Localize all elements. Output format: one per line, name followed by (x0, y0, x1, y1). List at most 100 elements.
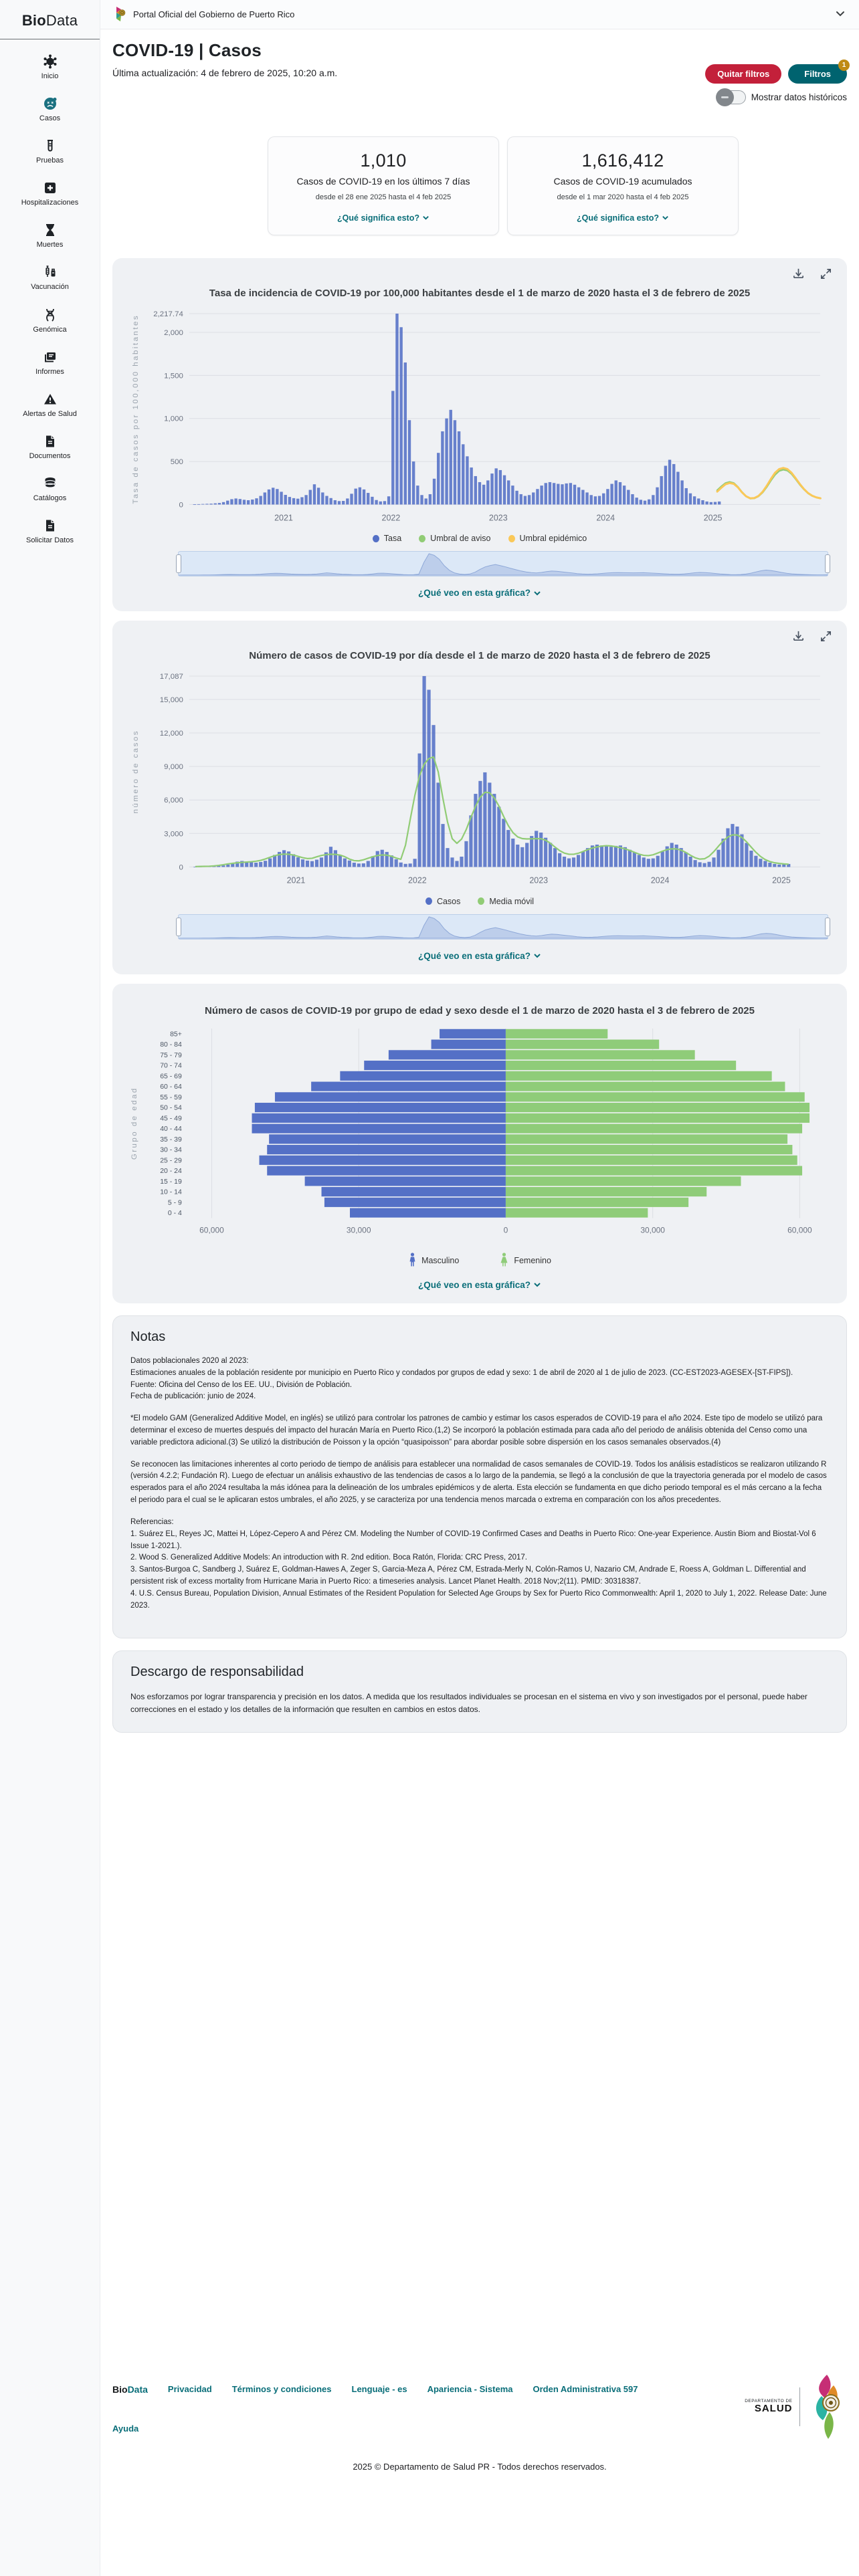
note-line: 3. Santos-Burgoa C, Sandberg J, Suárez E… (130, 1566, 806, 1586)
incidence-range-slider[interactable] (176, 551, 830, 577)
sidebar-item-gen-mica[interactable]: Genómica (0, 300, 100, 342)
note-block: Datos poblacionales 2020 al 2023: Estimac… (130, 1356, 829, 1403)
que-veo-link[interactable]: ¿Qué veo en esta gráfica? (418, 951, 541, 961)
daily-cases-chart[interactable]: 0 3,000 6,000 9,000 12,000 15,000 17,087 2021 20… (126, 668, 834, 895)
legend-item-femenino[interactable]: Femenino (499, 1253, 551, 1269)
page-title: COVID-19 | Casos (112, 40, 262, 60)
que-significa-link[interactable]: ¿Qué significa esto? (337, 213, 430, 223)
sick-face-icon (43, 98, 56, 110)
sidebar-item-alertas-de-salud[interactable]: Alertas de Salud (0, 384, 100, 426)
footer-link-t-rminos-y-condiciones[interactable]: Términos y condiciones (231, 2384, 332, 2395)
daily-chart-title: Número de casos de COVID-19 por día desd… (249, 650, 710, 662)
chart-card-daily: Número de casos de COVID-19 por día desd… (112, 621, 847, 974)
footer-link-privacidad[interactable]: Privacidad (167, 2384, 212, 2395)
svg-text:0: 0 (504, 1225, 508, 1235)
svg-text:1,500: 1,500 (164, 372, 183, 380)
download-icon[interactable] (791, 266, 806, 284)
legend-dot (425, 897, 432, 905)
svg-text:3,000: 3,000 (164, 831, 183, 839)
salud-logo-big-text: SALUD (754, 2402, 793, 2414)
svg-text:30 - 34: 30 - 34 (160, 1146, 182, 1154)
svg-text:45 - 49: 45 - 49 (160, 1115, 182, 1122)
sidebar-item-casos[interactable]: Casos (0, 88, 100, 130)
sidebar-item-muertes[interactable]: Muertes (0, 215, 100, 257)
footer-ayuda-link[interactable]: Ayuda (112, 2423, 139, 2434)
historic-data-toggle[interactable] (715, 88, 746, 106)
sidebar-item-label: Vacunación (31, 283, 69, 292)
svg-text:Tasa de casos por 100,000 habi: Tasa de casos por 100,000 habitantes (132, 314, 140, 504)
expand-icon[interactable] (818, 266, 834, 284)
slider-handle-right[interactable] (825, 554, 830, 574)
legend-item-tasa[interactable]: Tasa (372, 534, 401, 543)
clear-filters-button[interactable]: Quitar filtros (705, 64, 782, 84)
sidebar-item-label: Catálogos (33, 494, 67, 502)
sidebar-item-label: Casos (39, 114, 61, 123)
note-line: 4. U.S. Census Bureau, Population Divisi… (130, 1589, 827, 1610)
footer-link-lenguaje-es[interactable]: Lenguaje - es (351, 2384, 407, 2395)
svg-text:12,000: 12,000 (160, 730, 183, 738)
slider-handle-left[interactable] (176, 917, 181, 936)
biodata-logo[interactable]: BioData (0, 0, 100, 39)
slider-handle-left[interactable] (176, 554, 181, 574)
legend-item-media-m-vil[interactable]: Media móvil (478, 897, 534, 906)
footer-link-orden-administrativa-597[interactable]: Orden Administrativa 597 (533, 2384, 638, 2395)
sidebar-item-pruebas[interactable]: Pruebas (0, 130, 100, 173)
chevron-down-icon[interactable] (834, 7, 847, 22)
note-line: *El modelo GAM (Generalized Additive Mod… (130, 1414, 823, 1446)
note-block: Referencias: 1. Suárez EL, Reyes JC, Matt… (130, 1517, 829, 1612)
notes-title: Notas (130, 1329, 166, 1344)
legend-item-masculino[interactable]: Masculino (408, 1253, 459, 1269)
incidence-chart[interactable]: 0 500 1,000 1,500 2,000 2,217.74 2021 2022 2023 2… (126, 306, 834, 532)
note-block: Se reconocen las limitaciones inherentes… (130, 1459, 829, 1507)
warning-triangle-icon (43, 393, 56, 405)
note-line: Estimaciones anuales de la población res… (130, 1368, 793, 1377)
que-significa-link[interactable]: ¿Qué significa esto? (577, 213, 669, 223)
sidebar-item-documentos[interactable]: Documentos (0, 426, 100, 468)
sidebar-item-hospitalizaciones[interactable]: Hospitalizaciones (0, 173, 100, 215)
svg-text:2024: 2024 (596, 513, 615, 522)
stat-label: Casos de COVID-19 acumulados (553, 176, 692, 187)
footer-biodata-rest: Data (127, 2383, 148, 2395)
incidence-chart-title: Tasa de incidencia de COVID-19 por 100,0… (209, 287, 751, 299)
toggle-knob (715, 88, 734, 106)
svg-text:10 - 14: 10 - 14 (160, 1188, 182, 1196)
footer-biodata-link[interactable]: BioData (112, 2384, 148, 2395)
empty-space (100, 1745, 859, 2367)
age-sex-pyramid-chart[interactable]: 60,000 30,000 0 30,000 60,000 85+ 80 - 84 75 - … (126, 1023, 834, 1243)
legend-item-casos[interactable]: Casos (425, 897, 460, 906)
download-icon[interactable] (791, 629, 806, 646)
legend-item-umbral-de-aviso[interactable]: Umbral de aviso (419, 534, 491, 543)
sidebar-item-vacunaci-n[interactable]: Vacunación (0, 257, 100, 299)
sidebar-item-informes[interactable]: Informes (0, 342, 100, 384)
footer: BioData Privacidad Términos y condiciones… (100, 2367, 859, 2484)
expand-icon[interactable] (818, 629, 834, 646)
historic-data-toggle-label: Mostrar datos históricos (751, 92, 847, 102)
daily-range-slider[interactable] (176, 914, 830, 940)
sidebar-item-inicio[interactable]: Inicio (0, 46, 100, 88)
svg-text:35 - 39: 35 - 39 (160, 1136, 182, 1143)
sidebar-item-solicitar-datos[interactable]: Solicitar Datos (0, 510, 100, 552)
slider-handle-right[interactable] (825, 917, 830, 936)
virus-icon (43, 54, 56, 69)
que-veo-link[interactable]: ¿Qué veo en esta gráfica? (418, 588, 541, 598)
hourglass-icon (45, 224, 54, 237)
disclaimer-title: Descargo de responsabilidad (130, 1665, 304, 1680)
svg-text:2,217.74: 2,217.74 (153, 310, 183, 318)
chart-card-incidence: Tasa de incidencia de COVID-19 por 100,0… (112, 257, 847, 612)
que-veo-label: ¿Qué veo en esta gráfica? (417, 1279, 531, 1290)
legend-dot (508, 534, 515, 542)
svg-text:40 - 44: 40 - 44 (160, 1125, 182, 1133)
footer-link-apariencia-sistema[interactable]: Apariencia - Sistema (427, 2384, 513, 2395)
incidence-legend: Tasa Umbral de aviso Umbral epidémico (126, 534, 834, 543)
svg-text:15 - 19: 15 - 19 (160, 1178, 182, 1185)
male-person-icon (409, 1253, 415, 1267)
sidebar-item-cat-logos[interactable]: Catálogos (0, 468, 100, 510)
biodata-logo-rest: Data (45, 12, 78, 29)
disclaimer-section: Descargo de responsabilidad Nos esforzam… (112, 1650, 847, 1733)
filters-button[interactable]: Filtros 1 (788, 60, 850, 84)
biodata-logo-bold: Bio (21, 12, 46, 29)
svg-text:2022: 2022 (408, 876, 427, 885)
legend-item-umbral-epid-mico[interactable]: Umbral epidémico (508, 534, 587, 543)
que-veo-label: ¿Qué veo en esta gráfica? (417, 950, 531, 961)
que-veo-link[interactable]: ¿Qué veo en esta gráfica? (418, 1280, 541, 1290)
